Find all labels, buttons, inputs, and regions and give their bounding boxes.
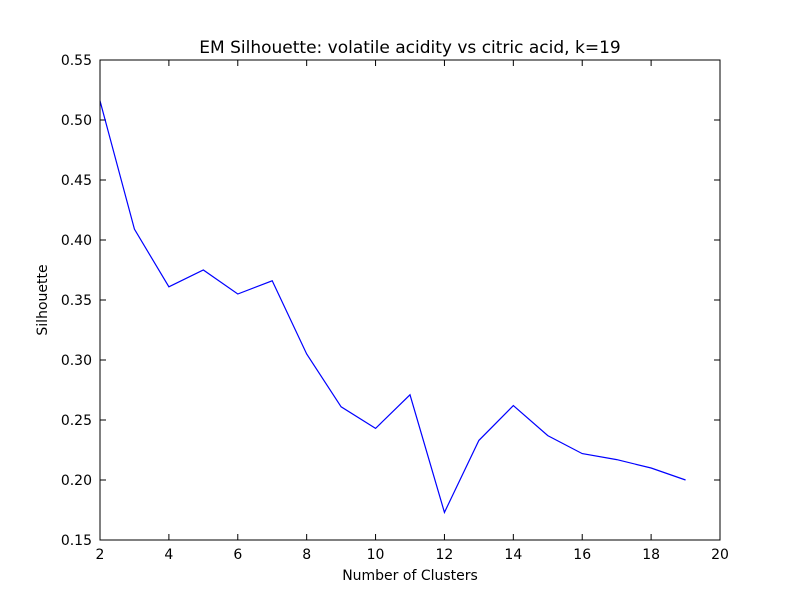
y-tick-label: 0.20 [61,473,92,489]
x-tick-label: 8 [302,547,311,563]
x-tick-label: 20 [711,547,729,563]
plot-frame [99,59,721,541]
y-tick-label: 0.15 [61,533,92,549]
x-tick-label: 14 [504,547,522,563]
x-tick-label: 10 [367,547,385,563]
series-group [99,100,686,515]
y-tick-label: 0.30 [61,353,92,369]
y-tick-label: 0.55 [61,53,92,69]
x-axis-label: Number of Clusters [342,568,478,584]
x-tick-label: 18 [642,547,660,563]
x-tick-label: 12 [436,547,454,563]
x-tick-label: 6 [233,547,242,563]
chart-title: EM Silhouette: volatile acidity vs citri… [199,38,620,58]
x-tick-label: 2 [96,547,105,563]
x-tick-label: 4 [164,547,173,563]
y-tick-label: 0.25 [61,413,92,429]
x-tick-label: 16 [573,547,591,563]
y-axis-label: Silhouette [35,264,51,335]
axis-ticks: 2 4 6 8 10 12 14 16 18 20 0.15 0.20 0.25 0.30 0.35 0.40… [61,53,729,563]
y-tick-label: 0.40 [61,233,92,249]
y-tick-label: 0.35 [61,293,92,309]
series-line [99,100,686,515]
y-tick-label: 0.50 [61,113,92,129]
y-tick-label: 0.45 [61,173,92,189]
